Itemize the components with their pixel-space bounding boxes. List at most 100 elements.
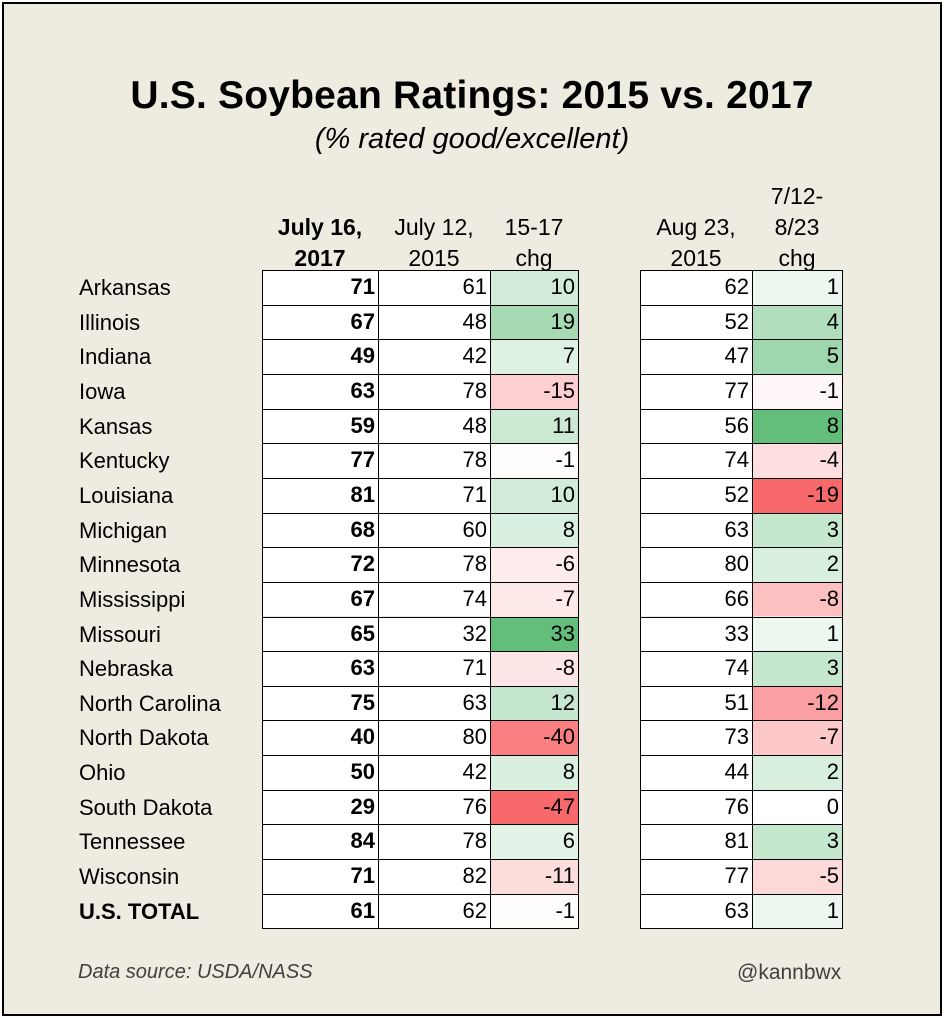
cell-chg1517: 8 [490,512,578,548]
cell-aug2015: 77 [640,859,752,894]
cell-chg1517: -1 [490,893,578,929]
cell-aug2015: 80 [640,547,752,582]
column-header-line: July 16, [277,214,363,240]
grid-line [640,270,843,271]
grid-line [262,409,579,410]
cell-aug2015: 52 [640,304,752,340]
cell-chg1517: 11 [490,408,578,444]
cell-jul2017: 61 [262,893,378,929]
cell-jul2017: 84 [262,824,378,860]
cell-jul2017: 68 [262,512,378,548]
cell-jul2015: 71 [378,651,490,686]
cell-jul2017: 49 [262,339,378,374]
cell-jul2017: 71 [262,859,378,894]
cell-chg1517: -7 [490,581,578,617]
cell-chg2015: 1 [752,893,842,929]
row-label: Missouri [79,621,161,647]
grid-line [262,513,579,514]
cell-jul2015: 42 [378,755,490,790]
cell-chg1517: -1 [490,443,578,478]
grid-line [262,478,579,479]
grid-line [262,270,263,930]
cell-jul2015: 80 [378,720,490,756]
cell-chg2015: 2 [752,755,842,790]
grid-line [490,270,491,930]
cell-aug2015: 51 [640,685,752,721]
cell-aug2015: 77 [640,373,752,409]
column-header-line: Aug 23, [656,214,736,240]
cell-jul2017: 75 [262,685,378,721]
grid-line [640,824,843,825]
column-header-line: 2017 [294,245,346,271]
cell-chg1517: 10 [490,477,578,513]
column-header-line: 7/12- [770,183,824,209]
grid-line [842,270,843,930]
grid-line [262,894,579,895]
cell-jul2017: 63 [262,373,378,409]
cell-chg1517: 7 [490,339,578,374]
cell-jul2017: 59 [262,408,378,444]
row-label: Illinois [79,309,141,335]
cell-jul2015: 32 [378,616,490,652]
column-header-jul2017: July 16, 2017 [262,212,378,274]
grid-line [262,790,579,791]
cell-aug2015: 73 [640,720,752,756]
cell-jul2015: 61 [378,270,490,305]
cell-chg2015: -7 [752,720,842,756]
row-label: North Dakota [79,725,209,751]
cell-chg1517: 33 [490,616,578,652]
grid-line [262,270,579,271]
grid-line [262,720,579,721]
grid-line [640,755,843,756]
grid-line [640,443,843,444]
row-label: Indiana [79,344,152,370]
cell-chg1517: -6 [490,547,578,582]
column-header-line: 8/23 [774,214,820,240]
row-label: Ohio [79,760,126,786]
cell-jul2017: 67 [262,304,378,340]
cell-aug2015: 52 [640,477,752,513]
grid-line [640,686,843,687]
column-header-aug2015: Aug 23, 2015 [640,212,752,274]
cell-aug2015: 44 [640,755,752,790]
cell-jul2017: 72 [262,547,378,582]
cell-jul2017: 50 [262,755,378,790]
grid-line [262,755,579,756]
grid-line [262,443,579,444]
cell-chg1517: -40 [490,720,578,756]
cell-chg2015: 1 [752,270,842,305]
column-header-line: chg [778,245,816,271]
cell-chg2015: 0 [752,789,842,825]
cell-jul2015: 71 [378,477,490,513]
cell-chg1517: -47 [490,789,578,825]
cell-aug2015: 74 [640,651,752,686]
cell-chg2015: -19 [752,477,842,513]
cell-jul2017: 40 [262,720,378,756]
grid-line [640,339,843,340]
cell-chg1517: 12 [490,685,578,721]
cell-jul2015: 48 [378,304,490,340]
grid-line [640,547,843,548]
grid-line [262,824,579,825]
cell-chg1517: -11 [490,859,578,894]
grid-line [640,513,843,514]
cell-chg2015: 4 [752,304,842,340]
row-label: Kansas [79,413,153,439]
cell-chg1517: -8 [490,651,578,686]
column-header-jul2015: July 12, 2015 [378,212,490,274]
grid-line [640,790,843,791]
cell-jul2015: 63 [378,685,490,721]
column-header-line: chg [515,245,553,271]
cell-jul2017: 29 [262,789,378,825]
cell-jul2017: 71 [262,270,378,305]
grid-line [752,270,753,930]
cell-chg2015: -4 [752,443,842,478]
column-header-chg1517: 15-17 chg [490,212,578,274]
grid-line [262,617,579,618]
data-source: Data source: USDA/NASS [78,961,313,983]
cell-jul2015: 42 [378,339,490,374]
cell-aug2015: 63 [640,893,752,929]
chart-subtitle: (% rated good/excellent) [314,123,630,155]
grid-line [378,270,379,930]
